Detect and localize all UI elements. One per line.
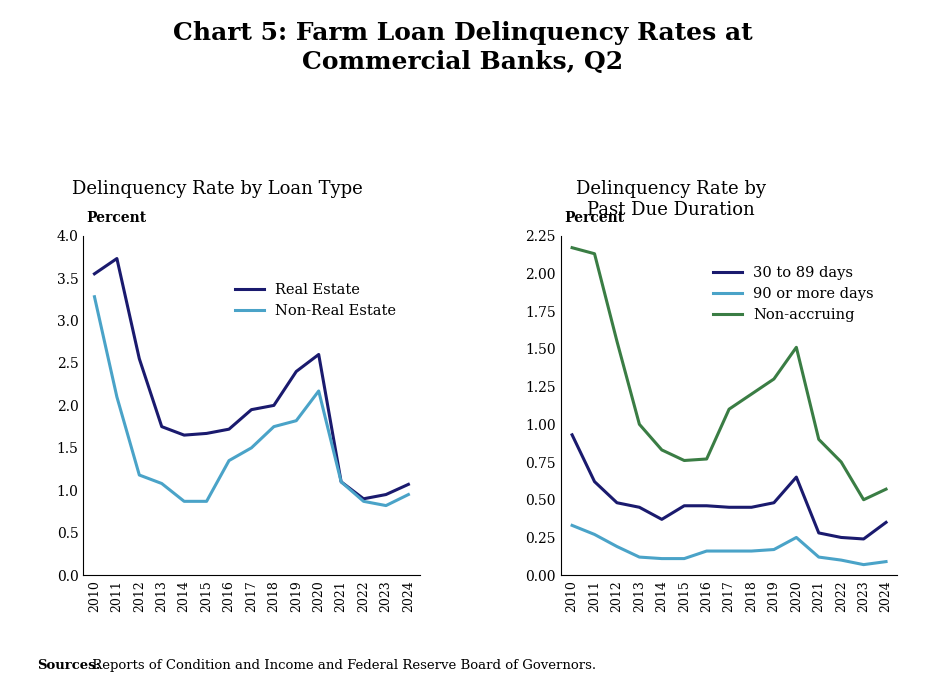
90 or more days — [769, 545, 780, 554]
Non-Real Estate — [403, 491, 414, 499]
90 or more days — [679, 554, 690, 563]
30 to 89 days — [589, 477, 600, 486]
Line: 90 or more days: 90 or more days — [572, 525, 886, 565]
Legend: Real Estate, Non-Real Estate: Real Estate, Non-Real Estate — [228, 277, 402, 324]
90 or more days — [858, 561, 870, 569]
30 to 89 days — [701, 502, 712, 510]
Non-Real Estate — [290, 416, 302, 425]
Line: Real Estate: Real Estate — [94, 258, 409, 499]
Text: Delinquency Rate by
Past Due Duration: Delinquency Rate by Past Due Duration — [575, 180, 766, 219]
90 or more days — [723, 547, 734, 555]
Text: Reports of Condition and Income and Federal Reserve Board of Governors.: Reports of Condition and Income and Fede… — [88, 659, 596, 672]
Real Estate — [380, 491, 391, 499]
90 or more days — [835, 556, 846, 564]
Real Estate — [111, 254, 122, 263]
30 to 89 days — [835, 534, 846, 542]
Non-accruing — [881, 485, 892, 493]
Real Estate — [268, 401, 279, 410]
30 to 89 days — [791, 473, 802, 481]
90 or more days — [656, 554, 667, 563]
Non-Real Estate — [224, 457, 235, 465]
Real Estate — [403, 480, 414, 489]
Non-Real Estate — [380, 502, 391, 510]
30 to 89 days — [813, 529, 824, 537]
90 or more days — [813, 553, 824, 561]
Non-accruing — [791, 343, 802, 351]
Non-accruing — [656, 446, 667, 454]
30 to 89 days — [634, 503, 645, 511]
Non-accruing — [858, 495, 870, 504]
90 or more days — [566, 521, 577, 529]
Text: Percent: Percent — [87, 211, 147, 225]
Non-accruing — [835, 458, 846, 466]
90 or more days — [634, 553, 645, 561]
90 or more days — [881, 557, 892, 565]
Non-accruing — [566, 243, 577, 252]
Real Estate — [134, 355, 145, 363]
Non-accruing — [611, 337, 623, 345]
Non-Real Estate — [358, 497, 369, 505]
Real Estate — [336, 477, 347, 486]
Text: Sources:: Sources: — [37, 659, 101, 672]
Real Estate — [224, 425, 235, 433]
90 or more days — [701, 547, 712, 555]
Text: Delinquency Rate by Loan Type: Delinquency Rate by Loan Type — [72, 180, 363, 198]
Non-accruing — [634, 420, 645, 428]
30 to 89 days — [611, 498, 623, 507]
Real Estate — [201, 429, 212, 437]
90 or more days — [746, 547, 757, 555]
30 to 89 days — [881, 518, 892, 527]
Line: 30 to 89 days: 30 to 89 days — [572, 435, 886, 539]
Line: Non-accruing: Non-accruing — [572, 247, 886, 500]
90 or more days — [589, 530, 600, 538]
Non-Real Estate — [336, 477, 347, 486]
Real Estate — [358, 495, 369, 503]
Non-accruing — [589, 249, 600, 258]
Text: Chart 5: Farm Loan Delinquency Rates at
Commercial Banks, Q2: Chart 5: Farm Loan Delinquency Rates at … — [173, 21, 752, 74]
30 to 89 days — [769, 498, 780, 507]
Real Estate — [179, 431, 190, 439]
30 to 89 days — [566, 430, 577, 439]
Non-accruing — [679, 456, 690, 464]
Line: Non-Real Estate: Non-Real Estate — [94, 297, 409, 506]
Non-accruing — [723, 405, 734, 413]
Non-accruing — [813, 435, 824, 444]
Real Estate — [314, 351, 325, 359]
Legend: 30 to 89 days, 90 or more days, Non-accruing: 30 to 89 days, 90 or more days, Non-accr… — [707, 260, 880, 328]
Non-Real Estate — [89, 292, 100, 301]
30 to 89 days — [656, 515, 667, 523]
Non-Real Estate — [156, 480, 167, 488]
Non-Real Estate — [134, 471, 145, 479]
Non-accruing — [701, 455, 712, 463]
Non-Real Estate — [179, 497, 190, 505]
Non-Real Estate — [111, 393, 122, 401]
Non-accruing — [769, 375, 780, 383]
Non-accruing — [746, 390, 757, 398]
90 or more days — [791, 534, 802, 542]
Text: Percent: Percent — [564, 211, 624, 225]
Non-Real Estate — [246, 444, 257, 452]
Real Estate — [89, 270, 100, 278]
Real Estate — [156, 423, 167, 431]
Non-Real Estate — [314, 387, 325, 395]
Non-Real Estate — [201, 497, 212, 505]
30 to 89 days — [746, 503, 757, 511]
30 to 89 days — [858, 535, 870, 543]
Non-Real Estate — [268, 423, 279, 431]
90 or more days — [611, 543, 623, 551]
Real Estate — [290, 367, 302, 376]
30 to 89 days — [723, 503, 734, 511]
30 to 89 days — [679, 502, 690, 510]
Real Estate — [246, 405, 257, 414]
